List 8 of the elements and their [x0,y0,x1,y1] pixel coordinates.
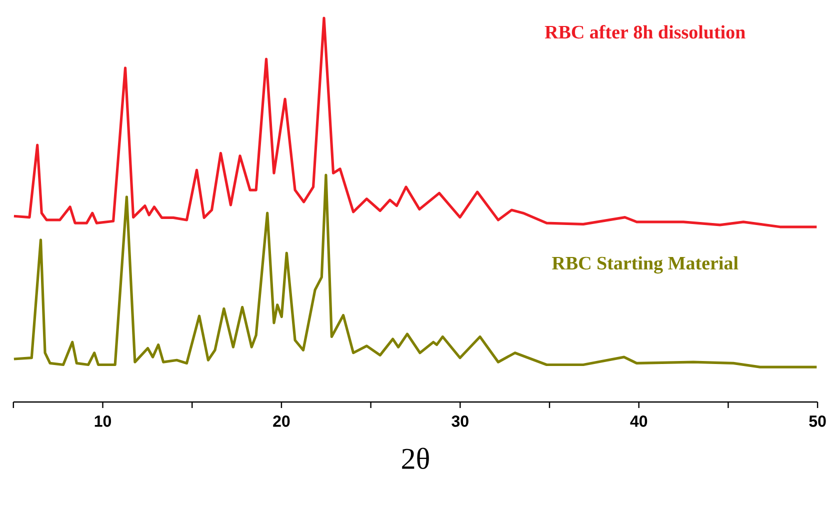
x-tick-label: 20 [273,416,290,427]
x-tick-label: 30 [452,416,468,427]
x-axis-title: 2θ [402,448,429,469]
x-tick-label: 50 [809,416,826,427]
x-tick-label: 10 [94,416,111,427]
text: RBC after 8h dissolution [544,25,746,39]
x-tick-label: 40 [630,416,648,427]
text: RBC Starting Material [552,256,738,274]
